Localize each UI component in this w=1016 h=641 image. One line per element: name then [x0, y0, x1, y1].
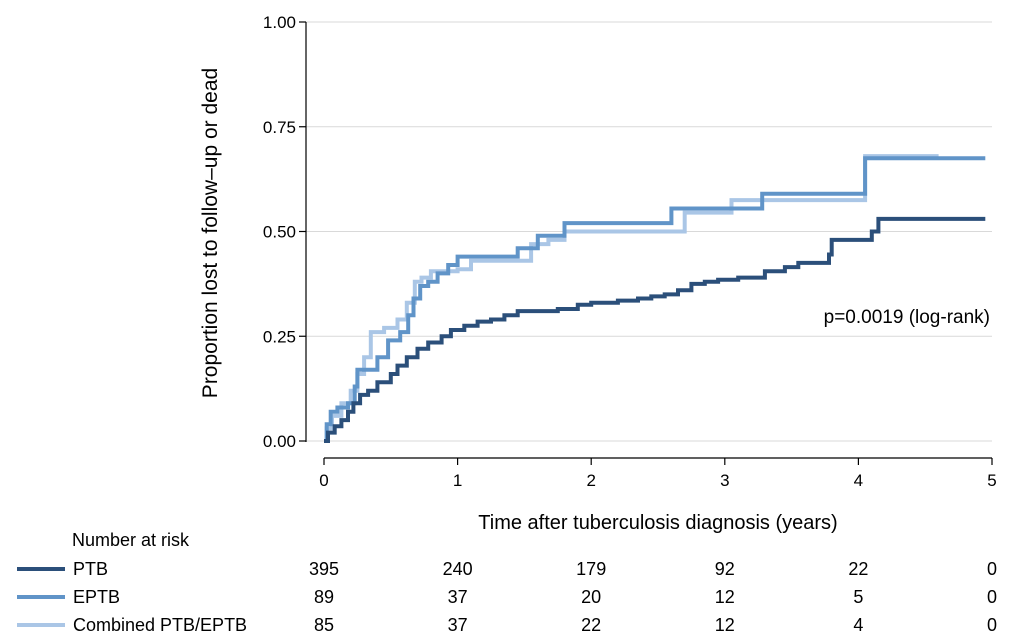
- y-tick-label: 0.25: [263, 327, 296, 346]
- risk-count: 92: [715, 559, 735, 579]
- x-tick-label: 2: [586, 471, 595, 490]
- y-axis-label: Proportion lost to follow–up or dead: [199, 68, 222, 398]
- risk-count: 22: [848, 559, 868, 579]
- risk-count: 0: [987, 615, 997, 635]
- risk-table: PTB 395 240 179 92 22 0 EPTB 89 37 20 12 5 0 Combined …: [17, 559, 997, 635]
- risk-count: 12: [715, 587, 735, 607]
- risk-count: 89: [314, 587, 334, 607]
- x-axis-label: Time after tuberculosis diagnosis (years…: [478, 512, 837, 534]
- series-line-eptb: [324, 156, 986, 443]
- x-tick-label: 4: [854, 471, 863, 490]
- risk-count: 20: [581, 587, 601, 607]
- logrank-annotation: p=0.0019 (log-rank): [824, 307, 990, 328]
- risk-count: 0: [987, 559, 997, 579]
- risk-count: 395: [309, 559, 339, 579]
- risk-count: 4: [853, 615, 863, 635]
- y-tick-label: 0.50: [263, 223, 296, 242]
- risk-count: 0: [987, 587, 997, 607]
- axes: 0.00 0.25 0.50 0.75 1.00 0 1 2 3 4 5: [263, 13, 997, 490]
- series-line-ptb: [324, 216, 986, 443]
- x-tick-label: 1: [453, 471, 462, 490]
- risk-count: 37: [448, 587, 468, 607]
- y-tick-label: 0.75: [263, 118, 296, 137]
- y-tick-label: 0.00: [263, 432, 296, 451]
- risk-row-label: Combined PTB/EPTB: [73, 615, 247, 635]
- risk-count: 22: [581, 615, 601, 635]
- risk-count: 12: [715, 615, 735, 635]
- series-layer: [324, 154, 986, 443]
- risk-count: 179: [576, 559, 606, 579]
- risk-count: 37: [448, 615, 468, 635]
- risk-row-label: EPTB: [73, 587, 120, 607]
- x-tick-label: 5: [987, 471, 996, 490]
- y-tick-label: 1.00: [263, 13, 296, 32]
- risk-row-label: PTB: [73, 559, 108, 579]
- x-tick-label: 0: [319, 471, 328, 490]
- risk-table-title: Number at risk: [72, 530, 190, 550]
- risk-count: 5: [853, 587, 863, 607]
- x-tick-label: 3: [720, 471, 729, 490]
- risk-count: 240: [443, 559, 473, 579]
- risk-count: 85: [314, 615, 334, 635]
